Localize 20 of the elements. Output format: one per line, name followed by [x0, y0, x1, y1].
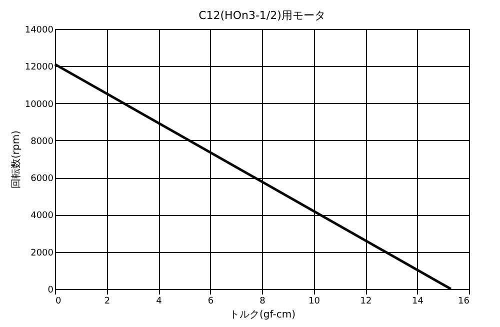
- x-tick-label: 16: [458, 296, 470, 306]
- y-tick-label: 14000: [24, 26, 54, 36]
- chart-title: C12(HOn3-1/2)用モータ: [198, 9, 326, 22]
- y-tick-label: 12000: [24, 62, 54, 73]
- x-axis-title: トルク(gf-cm): [230, 310, 296, 320]
- x-tick-label: 2: [104, 296, 110, 306]
- x-tick-label: 0: [56, 296, 62, 306]
- y-tick-label: 2000: [30, 248, 54, 258]
- x-tick-label: 8: [260, 296, 266, 306]
- y-tick-label: 0: [48, 286, 54, 296]
- x-tick-label: 4: [156, 296, 162, 306]
- x-tick-label: 12: [360, 296, 372, 306]
- y-tick-label: 8000: [30, 136, 54, 147]
- y-tick-label: 4000: [30, 211, 54, 222]
- y-axis-title: 回転数(rpm): [10, 130, 22, 189]
- y-tick-label: 10000: [24, 100, 54, 110]
- x-tick-label: 6: [208, 296, 214, 306]
- x-tick-label: 10: [308, 296, 320, 306]
- y-tick-label: 6000: [30, 174, 54, 184]
- x-tick-label: 14: [412, 296, 424, 306]
